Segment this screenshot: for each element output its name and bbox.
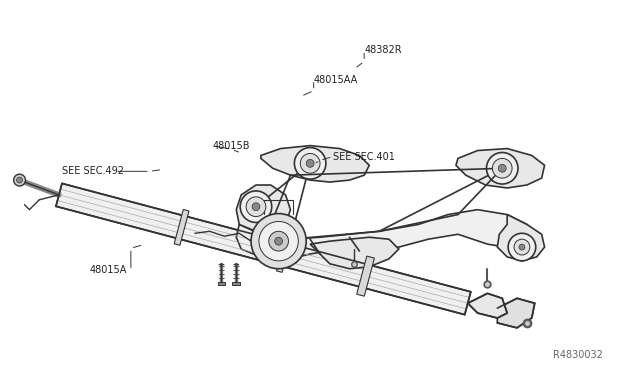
Circle shape (275, 237, 283, 245)
Polygon shape (232, 282, 240, 285)
Circle shape (492, 158, 512, 178)
Circle shape (508, 233, 536, 261)
Polygon shape (497, 215, 545, 261)
Circle shape (13, 174, 26, 186)
Polygon shape (310, 237, 399, 269)
Circle shape (240, 191, 272, 222)
Text: 48015AA: 48015AA (314, 75, 358, 85)
Text: 48382R: 48382R (364, 45, 402, 55)
Polygon shape (468, 294, 507, 318)
Text: SEE SEC.401: SEE SEC.401 (333, 152, 394, 162)
Polygon shape (236, 210, 537, 259)
Circle shape (269, 231, 289, 251)
Text: 48015B: 48015B (213, 141, 250, 151)
Polygon shape (56, 183, 471, 315)
Circle shape (519, 244, 525, 250)
Polygon shape (497, 298, 535, 328)
Circle shape (294, 148, 326, 179)
Circle shape (251, 214, 306, 269)
Polygon shape (276, 237, 291, 272)
Circle shape (259, 221, 298, 261)
Polygon shape (174, 209, 189, 245)
Text: SEE SEC.492: SEE SEC.492 (61, 166, 124, 176)
Circle shape (252, 203, 260, 211)
Circle shape (246, 197, 266, 217)
Circle shape (300, 154, 320, 173)
Polygon shape (218, 282, 225, 285)
Text: 48015A: 48015A (90, 265, 127, 275)
Circle shape (514, 239, 530, 255)
Polygon shape (261, 145, 369, 182)
Circle shape (499, 164, 506, 172)
Polygon shape (356, 256, 374, 296)
Polygon shape (236, 185, 291, 231)
Circle shape (306, 160, 314, 167)
Polygon shape (456, 148, 545, 188)
Circle shape (486, 153, 518, 184)
Circle shape (17, 177, 22, 183)
Text: R4830032: R4830032 (553, 350, 603, 360)
